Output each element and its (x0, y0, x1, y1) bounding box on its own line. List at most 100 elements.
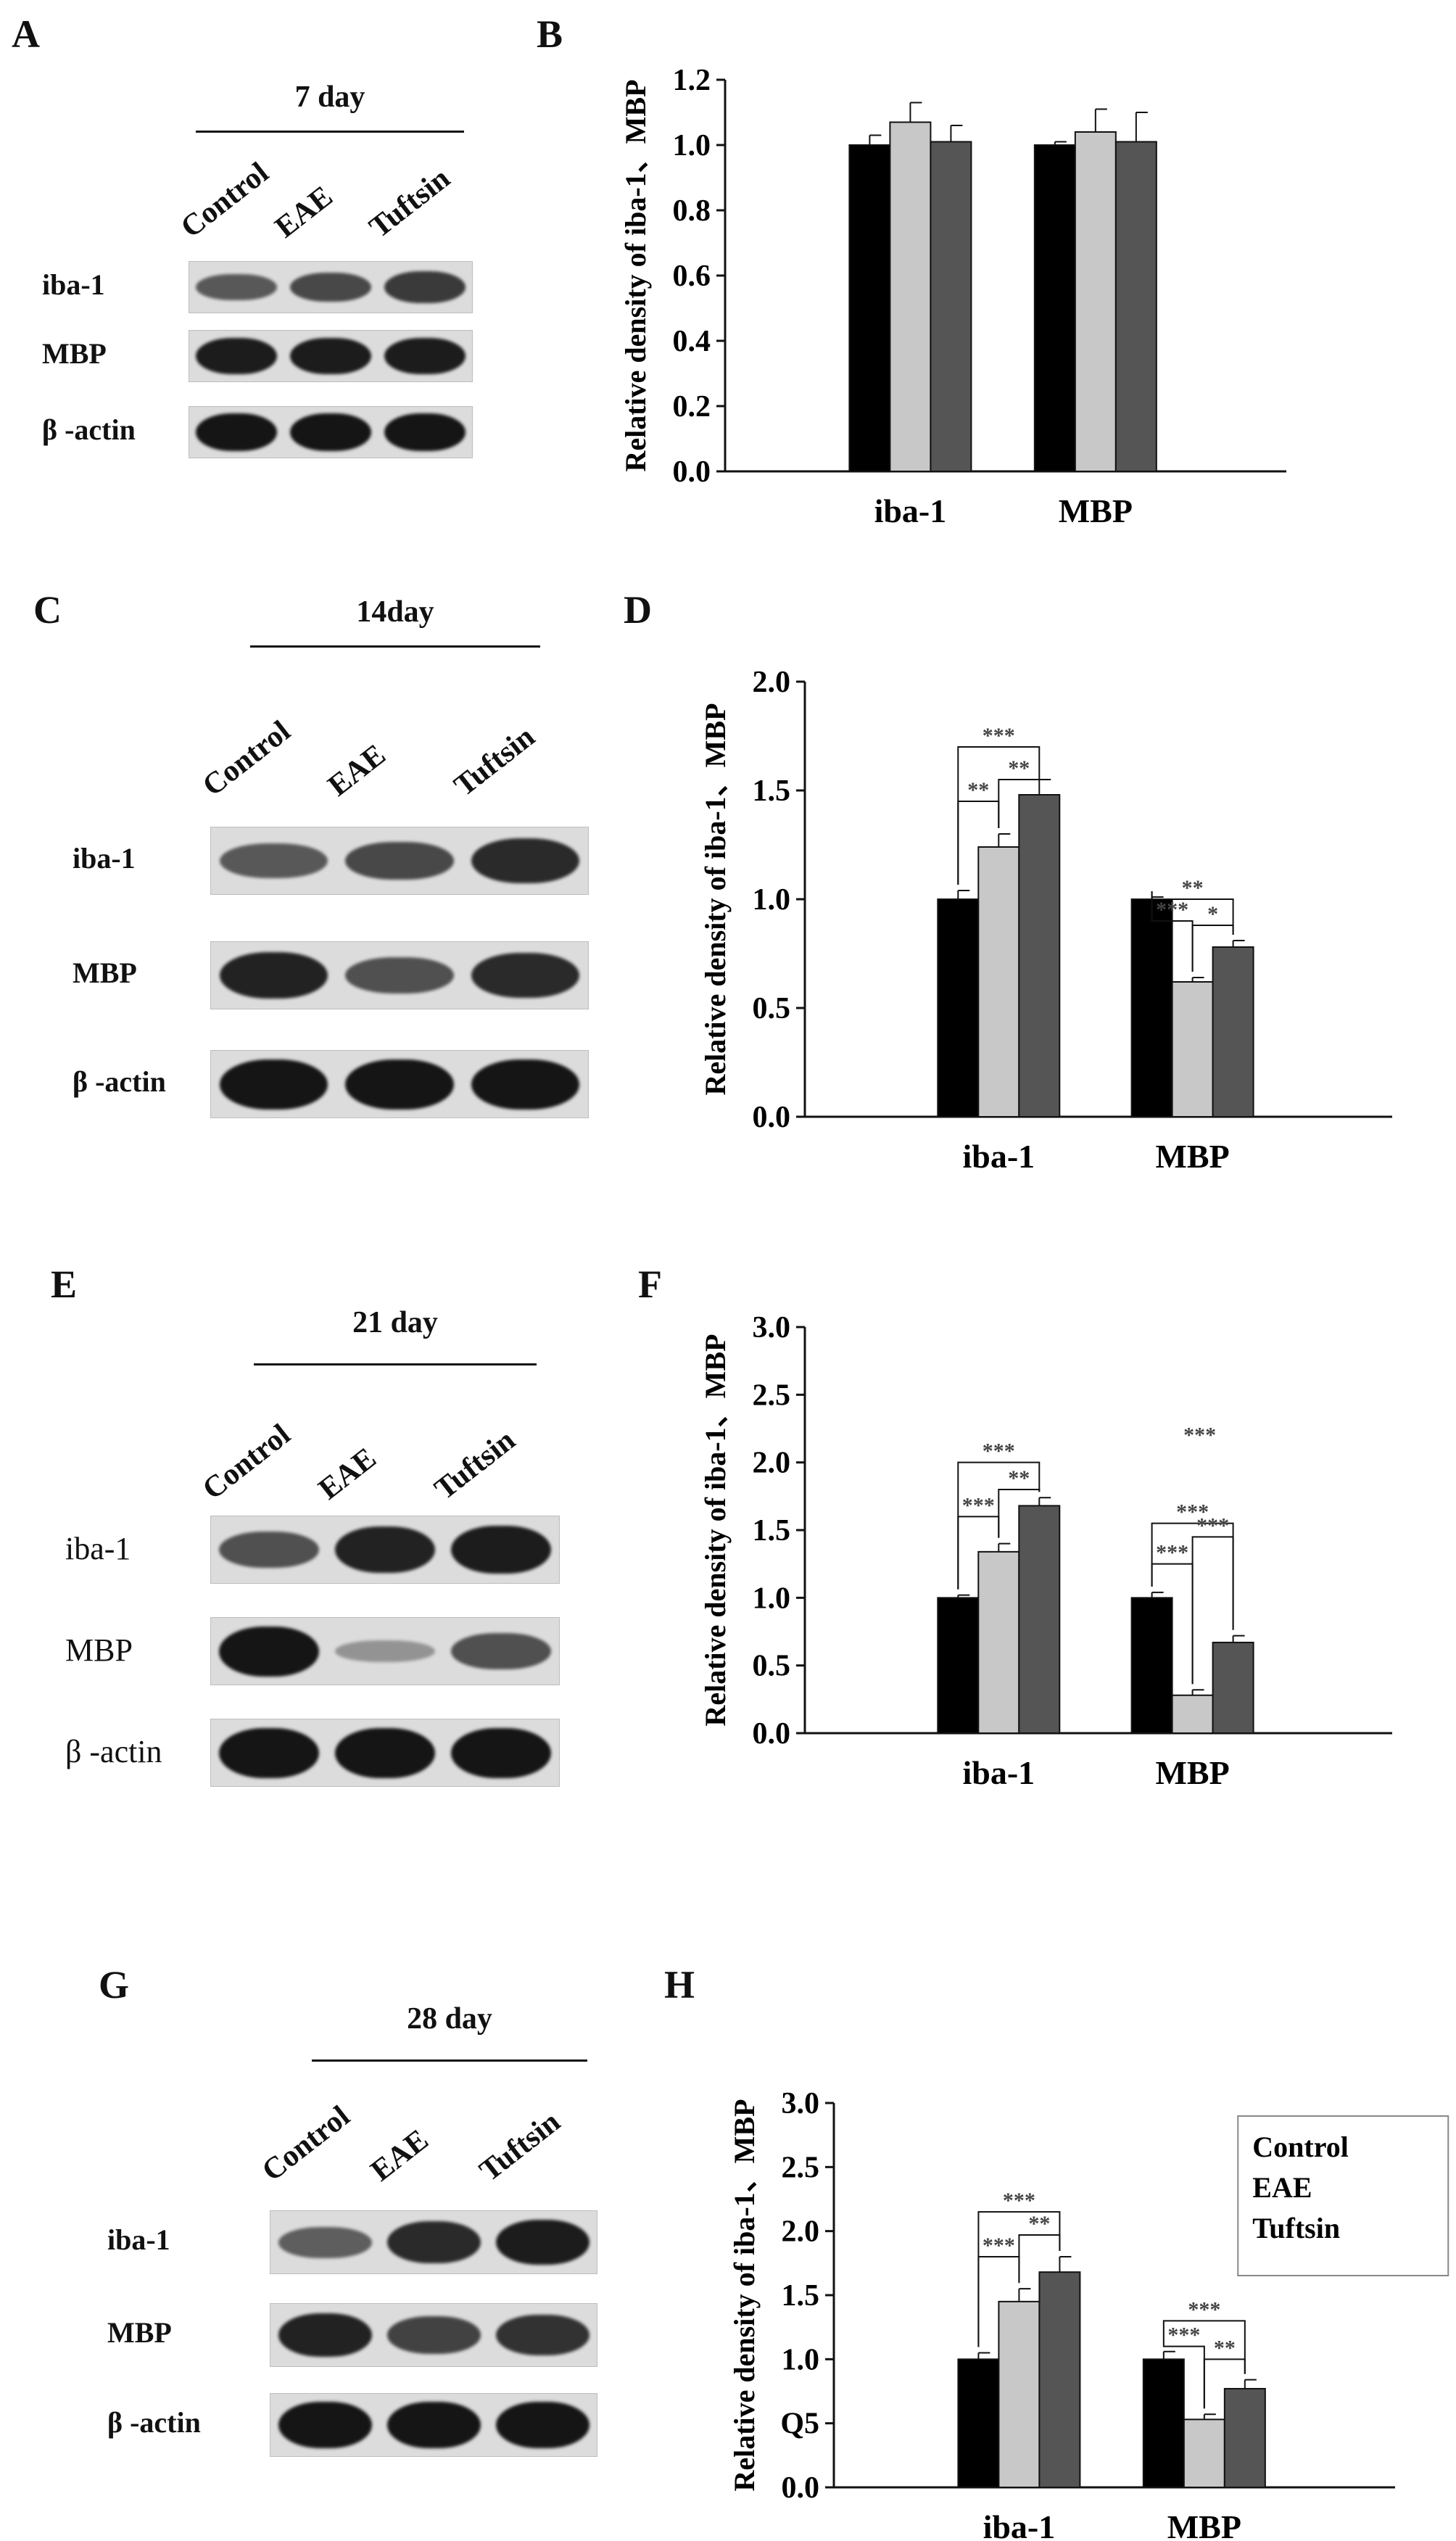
bar (998, 2300, 1041, 2488)
significance-bracket (1018, 2234, 1061, 2284)
y-tick-label: 1.0 (753, 1582, 791, 1615)
y-tick-label: 2.5 (782, 2151, 820, 2184)
blot-row-label: β -actin (73, 1065, 166, 1098)
blot-band (471, 1059, 579, 1110)
panel-letter-h: H (664, 1963, 695, 2007)
significance-label: *** (983, 2234, 1015, 2257)
bar (1074, 131, 1117, 472)
bar (889, 121, 932, 472)
blot-band (219, 1531, 319, 1569)
blot-band (386, 2220, 481, 2264)
y-tick-label: 0.8 (673, 194, 711, 228)
blot-strip (189, 261, 473, 313)
significance-label: ** (1214, 2336, 1236, 2360)
y-tick-label: 1.0 (753, 883, 791, 917)
blot-band (219, 1727, 319, 1778)
y-tick-label: 0.4 (673, 325, 711, 358)
x-category-label: iba-1 (962, 1754, 1035, 1791)
bar (1033, 144, 1076, 472)
blot-band (196, 413, 277, 452)
blot-band (220, 1059, 328, 1110)
blot-row-label: MBP (42, 337, 107, 370)
bar (977, 846, 1020, 1117)
blot-band (386, 2316, 481, 2354)
x-category-label: MBP (1155, 1138, 1229, 1175)
blot-strip (189, 406, 473, 458)
blot-band (278, 2401, 372, 2449)
panel-letter-f: F (638, 1263, 662, 1306)
blot-row-label: MBP (107, 2316, 172, 2349)
significance-label: ** (1008, 1466, 1030, 1490)
blot-band (384, 413, 466, 452)
legend-box (1237, 2115, 1449, 2276)
blot-band (290, 413, 371, 452)
y-tick-label: 2.0 (753, 1447, 791, 1480)
blot-row-label: iba-1 (107, 2223, 170, 2256)
y-axis-label: Relative density of iba-1、MBP (699, 1334, 732, 1726)
x-category-label: iba-1 (962, 1138, 1035, 1175)
y-tick-label: 3.0 (782, 2087, 820, 2120)
blot-row-label: β -actin (65, 1734, 162, 1769)
blot-strip (210, 1617, 560, 1685)
significance-bracket (998, 1489, 1041, 1538)
blot-band (196, 337, 277, 375)
y-tick-label: 0.2 (673, 390, 711, 424)
blot-band (335, 1526, 435, 1574)
significance-label: *** (1003, 2189, 1035, 2212)
blot-band (451, 1727, 551, 1778)
bar (1038, 2271, 1081, 2488)
y-tick-label: Q5 (780, 2408, 819, 2441)
significance-label: ** (1008, 756, 1030, 780)
panel-letter-b: B (537, 12, 563, 56)
blot-row-label: MBP (73, 957, 137, 989)
significance-label: ** (1182, 876, 1204, 900)
panel-letter-a: A (12, 12, 40, 56)
y-tick-label: 1.5 (753, 774, 791, 808)
significance-label: *** (1196, 1513, 1229, 1537)
bar (930, 141, 972, 472)
x-category-label: MBP (1059, 492, 1133, 529)
blot-band (345, 1059, 454, 1110)
y-tick-label: 1.0 (673, 129, 711, 162)
significance-label: *** (1176, 1500, 1209, 1524)
blot-strip (270, 2210, 597, 2274)
significance-bracket (1203, 2358, 1246, 2409)
legend-entry: EAE (1252, 2171, 1312, 2204)
panel-letter-e: E (51, 1263, 78, 1306)
blot-day-underline (312, 2059, 587, 2062)
blot-band (384, 271, 466, 303)
bar (1171, 1694, 1214, 1735)
significance-bracket (998, 774, 1041, 828)
blot-band (451, 1632, 551, 1670)
blot-row-label: iba-1 (42, 268, 105, 301)
blot-band (495, 2315, 590, 2355)
blot-day-underline (254, 1363, 537, 1365)
y-tick-label: 3.0 (753, 1311, 791, 1344)
y-axis-label: Relative density of iba-1、MBP (619, 79, 652, 471)
blot-row-label: iba-1 (73, 842, 136, 875)
significance-label: *** (1156, 1541, 1188, 1565)
blot-band (220, 951, 328, 999)
significance-label: ** (1028, 2212, 1050, 2236)
blot-band (345, 841, 454, 880)
significance-label: *** (1156, 898, 1188, 922)
legend-entry: Tuftsin (1252, 2212, 1340, 2244)
y-tick-label: 0.6 (673, 260, 711, 293)
blot-band (471, 838, 579, 884)
bar (957, 2358, 1000, 2488)
significance-label: *** (1188, 2297, 1220, 2321)
significance-label: *** (983, 724, 1015, 748)
blot-strip (270, 2393, 597, 2457)
blot-band (495, 2401, 590, 2449)
annotation-label: *** (1183, 1424, 1216, 1447)
bar (1183, 2418, 1225, 2489)
y-tick-label: 1.5 (753, 1514, 791, 1548)
bar (1018, 794, 1061, 1117)
y-tick-label: 0.0 (753, 1717, 791, 1751)
y-tick-label: 0.5 (753, 992, 791, 1025)
y-tick-label: 0.0 (673, 455, 711, 489)
significance-label: * (1207, 902, 1218, 926)
